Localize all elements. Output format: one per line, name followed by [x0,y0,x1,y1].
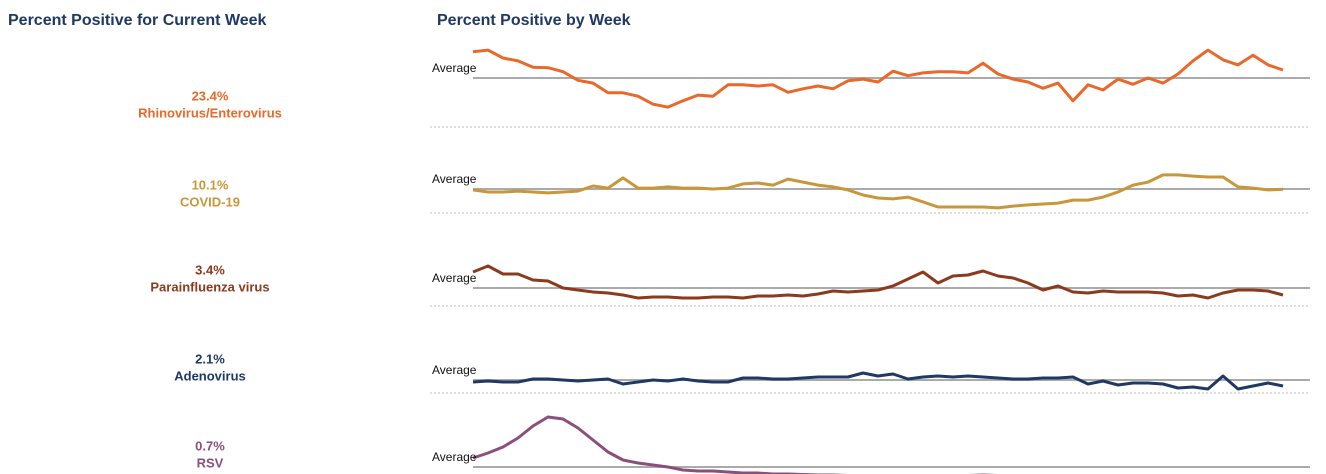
current-value: 0.7% [195,438,225,453]
virus-name: Rhinovirus/Enterovirus [138,105,282,120]
virus-name: Adenovirus [174,368,246,383]
trend-line [472,48,1284,109]
trend-line [472,173,1284,210]
current-value: 3.4% [195,262,225,277]
average-label: Average [432,450,477,464]
trend-line [472,415,1163,474]
trend-line [472,371,1284,391]
current-value: 2.1% [195,351,225,366]
virus-name: RSV [197,455,224,470]
average-label: Average [432,271,477,285]
current-value: 10.1% [192,177,229,192]
virus-name: COVID-19 [180,194,240,209]
average-label: Average [432,61,477,75]
virus-name: Parainfluenza virus [150,279,269,294]
current-value: 23.4% [192,88,229,103]
average-label: Average [432,172,477,186]
left-title: Percent Positive for Current Week [8,12,267,29]
trend-line [472,264,1284,300]
average-label: Average [432,363,477,377]
right-title: Percent Positive by Week [437,12,631,29]
